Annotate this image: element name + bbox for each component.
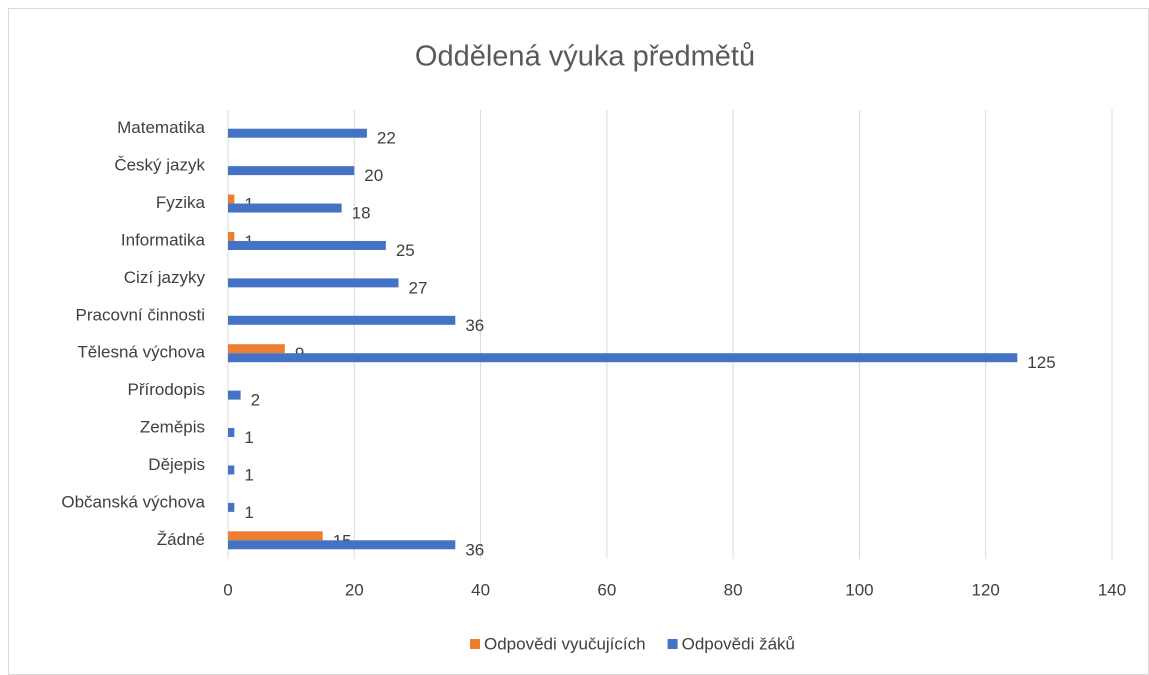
bar [228, 203, 342, 213]
bar [228, 315, 456, 325]
bar [228, 390, 241, 400]
bar [228, 502, 235, 512]
y-tick-label: Informatika [121, 230, 206, 249]
y-tick-label: Matematika [117, 118, 205, 137]
y-tick-label: Žádné [157, 530, 205, 549]
y-tick-label: Tělesná výchova [77, 343, 205, 362]
legend-swatch [667, 639, 678, 649]
x-tick-label: 120 [972, 580, 1000, 599]
x-tick-label: 0 [223, 580, 232, 599]
data-label: 22 [377, 129, 396, 148]
chart-title: Oddělená výuka předmětů [415, 41, 755, 73]
legend-label: Odpovědi žáků [682, 634, 795, 653]
bar [228, 278, 399, 288]
bar [228, 240, 386, 250]
x-tick-label: 20 [345, 580, 364, 599]
bar [228, 231, 235, 241]
bar [228, 540, 456, 550]
bar [228, 465, 235, 475]
data-label: 25 [396, 241, 415, 260]
y-tick-label: Český jazyk [114, 156, 205, 175]
data-label: 1 [244, 503, 253, 522]
legend-label: Odpovědi vyučujících [484, 634, 646, 653]
bar [228, 531, 323, 541]
y-tick-label: Cizí jazyky [124, 268, 206, 287]
y-tick-label: Zeměpis [140, 418, 205, 437]
data-label: 125 [1027, 353, 1055, 372]
data-label: 20 [364, 166, 383, 185]
data-label: 36 [465, 540, 484, 559]
y-tick-label: Dějepis [148, 455, 205, 474]
x-tick-label: 100 [845, 580, 873, 599]
bar [228, 166, 355, 176]
bar [228, 353, 1018, 363]
x-tick-label: 140 [1098, 580, 1126, 599]
data-label: 1 [244, 428, 253, 447]
y-tick-label: Přírodopis [128, 380, 205, 399]
y-tick-label: Fyzika [156, 193, 206, 212]
x-tick-label: 60 [597, 580, 616, 599]
data-label: 36 [465, 316, 484, 335]
data-label: 1 [244, 465, 253, 484]
bar [228, 344, 285, 354]
bar [228, 194, 235, 204]
data-label: 27 [408, 278, 427, 297]
data-label: 2 [251, 391, 260, 410]
x-tick-label: 40 [471, 580, 490, 599]
bar [228, 128, 367, 138]
data-label: 18 [352, 204, 371, 223]
y-tick-label: Občanská výchova [61, 492, 205, 511]
y-tick-label: Pracovní činnosti [76, 305, 205, 324]
chart-frame [8, 8, 1149, 675]
legend-swatch [470, 639, 480, 649]
bar [228, 428, 235, 438]
x-tick-label: 80 [724, 580, 743, 599]
